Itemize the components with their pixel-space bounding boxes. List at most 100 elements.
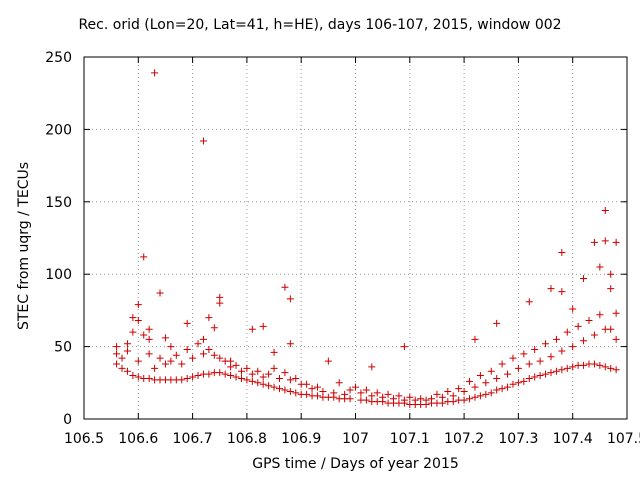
data-point [601, 237, 609, 245]
data-point [123, 367, 131, 375]
data-point [341, 390, 349, 398]
data-point [596, 361, 604, 369]
data-point [265, 370, 273, 378]
data-point [161, 360, 169, 368]
data-point [482, 390, 490, 398]
data-point [520, 350, 528, 358]
data-point [400, 396, 408, 404]
data-point [563, 364, 571, 372]
x-tick-label: 106.9 [281, 431, 321, 447]
data-point [390, 395, 398, 403]
data-point [460, 396, 468, 404]
data-point [210, 351, 218, 359]
y-tick-label: 0 [63, 412, 72, 428]
data-point [536, 357, 544, 365]
data-point [259, 380, 267, 388]
data-point [471, 335, 479, 343]
data-point [612, 366, 620, 374]
data-point [248, 325, 256, 333]
data-point [558, 347, 566, 355]
data-point [281, 386, 289, 394]
data-point [292, 389, 300, 397]
data-point [596, 311, 604, 319]
data-point [607, 325, 615, 333]
data-point [542, 340, 550, 348]
data-point [493, 386, 501, 394]
data-point [134, 317, 142, 325]
data-point [346, 395, 354, 403]
data-point [487, 367, 495, 375]
data-point [547, 369, 555, 377]
data-point [172, 351, 180, 359]
data-point [286, 376, 294, 384]
data-point [493, 319, 501, 327]
data-point [145, 325, 153, 333]
x-tick-label: 107.2 [444, 431, 484, 447]
data-point [373, 389, 381, 397]
data-point [248, 377, 256, 385]
data-point [205, 370, 213, 378]
data-point [151, 69, 159, 77]
y-tick-label: 150 [45, 195, 72, 211]
data-point [590, 360, 598, 368]
data-point [221, 370, 229, 378]
data-point [183, 319, 191, 327]
data-point [384, 390, 392, 398]
data-point [471, 383, 479, 391]
data-point [232, 373, 240, 381]
data-point [585, 317, 593, 325]
data-point [216, 354, 224, 362]
data-point [292, 374, 300, 382]
data-point [362, 386, 370, 394]
data-point [113, 360, 121, 368]
data-point [563, 328, 571, 336]
data-point [161, 334, 169, 342]
data-point [335, 379, 343, 387]
data-point [183, 345, 191, 353]
data-point [194, 340, 202, 348]
data-point [167, 357, 175, 365]
data-point [123, 347, 131, 355]
y-tick-label: 200 [45, 122, 72, 138]
data-point [455, 385, 463, 393]
data-point [281, 369, 289, 377]
data-point [237, 374, 245, 382]
data-point [243, 376, 251, 384]
data-point [601, 206, 609, 214]
data-point [569, 305, 577, 313]
data-point [270, 348, 278, 356]
data-point [145, 374, 153, 382]
y-tick-label: 250 [45, 50, 72, 66]
data-point [428, 395, 436, 403]
data-point [113, 343, 121, 351]
data-point [189, 373, 197, 381]
data-point [346, 386, 354, 394]
data-point [129, 328, 137, 336]
data-point [167, 343, 175, 351]
x-tick-label: 107.5 [607, 431, 640, 447]
data-point [156, 289, 164, 297]
data-point [286, 387, 294, 395]
data-point [558, 288, 566, 296]
data-point [520, 377, 528, 385]
data-point [536, 372, 544, 380]
data-point [612, 335, 620, 343]
x-tick-label: 107.4 [553, 431, 593, 447]
data-point [210, 324, 218, 332]
data-point [547, 285, 555, 293]
data-point [466, 395, 474, 403]
data-point [156, 354, 164, 362]
data-point [471, 393, 479, 401]
data-point [205, 345, 213, 353]
data-point [493, 374, 501, 382]
data-point [580, 361, 588, 369]
x-tick-label: 107.1 [390, 431, 430, 447]
data-point [504, 383, 512, 391]
data-point [542, 370, 550, 378]
x-tick-label: 106.8 [227, 431, 267, 447]
data-point [270, 364, 278, 372]
data-point [140, 331, 148, 339]
data-point [216, 299, 224, 307]
data-point [498, 385, 506, 393]
data-point [406, 393, 414, 401]
